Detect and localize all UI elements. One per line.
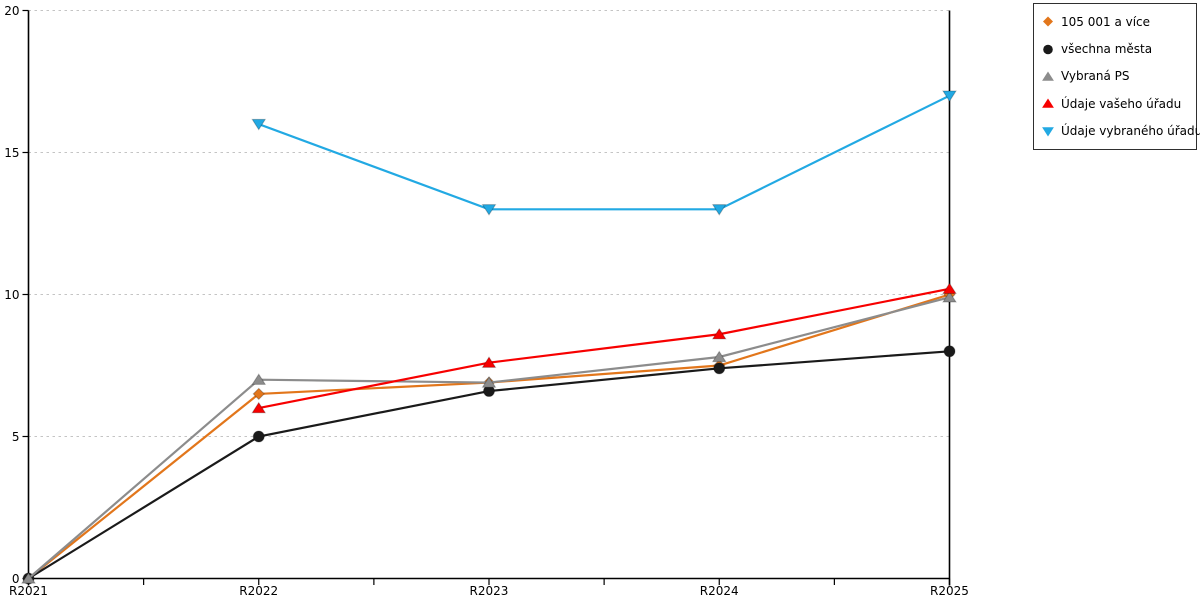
- data-point-marker: [711, 327, 727, 340]
- series-vybrana-ps: [21, 290, 957, 584]
- data-point-marker: [252, 387, 265, 401]
- y-axis-label: 20: [4, 4, 19, 18]
- diamond-icon: [1043, 16, 1053, 27]
- y-axis-label: 10: [4, 288, 19, 302]
- series-udaje-vaseho-uradu: [251, 282, 957, 414]
- legend-item-105-001-a-vice: 105 001 a více: [1041, 15, 1194, 29]
- y-axis-label: 0: [12, 572, 20, 586]
- legend-label: všechna města: [1061, 42, 1153, 57]
- legend-label: Údaje vašeho úřadu: [1061, 96, 1182, 111]
- x-axis-label: R2024: [700, 584, 739, 598]
- data-point-marker: [481, 204, 497, 216]
- x-axis-label: R2023: [470, 584, 509, 598]
- legend-label: Údaje vybraného úřadu: [1061, 124, 1200, 139]
- data-point-marker: [21, 572, 36, 584]
- data-point-marker: [251, 401, 267, 414]
- data-point-marker: [252, 430, 265, 443]
- data-point-marker: [481, 356, 497, 368]
- legend-item-udaje-vaseho-uradu: Údaje vašeho úřadu: [1041, 97, 1194, 111]
- data-point-marker: [942, 290, 957, 303]
- triangle-down-icon: [1042, 127, 1054, 137]
- triangle-up-icon: [1042, 98, 1054, 109]
- data-point-marker: [481, 376, 497, 388]
- legend-label: 105 001 a více: [1061, 14, 1151, 29]
- y-axis-label: 5: [12, 430, 20, 444]
- legend-item-udaje-vybraneho-uradu: Údaje vybraného úřadu: [1041, 124, 1200, 138]
- circle-glyph: [1043, 44, 1053, 54]
- data-point-marker: [251, 373, 267, 385]
- x-axis-label: R2025: [930, 584, 969, 598]
- x-axis-label: R2021: [9, 584, 48, 598]
- data-point-marker: [943, 345, 956, 358]
- legend-label: Vybraná PS: [1061, 69, 1130, 84]
- data-point-marker: [942, 282, 957, 294]
- legend-item-vsechna-mesta: všechna města: [1041, 42, 1194, 56]
- data-point-marker: [711, 204, 727, 216]
- data-point-marker: [713, 362, 726, 375]
- data-point-marker: [711, 350, 727, 363]
- y-axis-label: 15: [4, 146, 19, 160]
- diamond-glyph: [1043, 16, 1053, 27]
- triangle-up-glyph: [1042, 71, 1054, 81]
- data-point-marker: [942, 90, 957, 103]
- data-point-marker: [251, 118, 267, 131]
- series-udaje-vybraneho-uradu: [251, 90, 957, 216]
- series-line: [258, 287, 950, 410]
- x-axis-label: R2022: [239, 584, 278, 598]
- series-line: [27, 296, 950, 580]
- legend-item-vybrana-ps: Vybraná PS: [1041, 69, 1194, 83]
- triangle-down-glyph: [1042, 127, 1054, 137]
- legend: 105 001 a více všechna města Vybraná PS Úda…: [1033, 3, 1200, 150]
- circle-icon: [1043, 44, 1053, 54]
- series-line: [258, 94, 950, 211]
- triangle-up-icon: [1042, 71, 1054, 81]
- triangle-up-glyph: [1042, 98, 1054, 109]
